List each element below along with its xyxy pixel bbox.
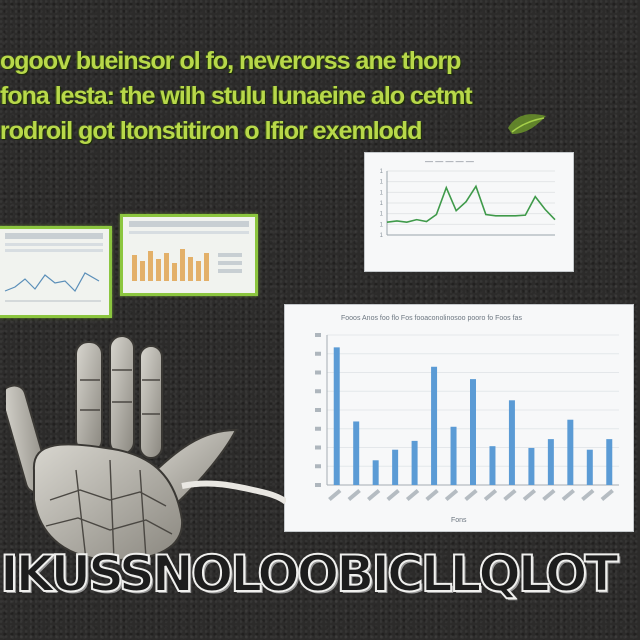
bar-ytick-mark [315,464,321,469]
bar-ytick-mark [315,483,321,487]
thumbnail-panel-2[interactable] [120,214,258,296]
line-ytick-label: 1 [380,190,384,196]
bar-ytick-mark [315,333,321,337]
bar [431,366,438,485]
bar-ytick-mark [315,389,321,394]
bar [333,347,340,485]
line-ytick-label: 1 [380,212,384,218]
line-ytick-label: 1 [380,169,384,175]
thumbnail-2-chart [132,249,242,281]
leaf-decoration [508,114,546,134]
bar-chart-xlabel: Fons [451,517,467,524]
bar [547,439,554,485]
bar-xtick-mark [522,488,537,502]
bar-xtick-mark [503,488,517,502]
bar-ytick-mark [315,426,321,431]
line-chart-title: — — — — — [425,157,474,166]
bar-xtick-mark [405,488,420,502]
bar-chart-panel: Fooos Anos foo flo Fos fooaconolinosoo p… [284,304,634,532]
bar-ytick-mark [315,351,321,356]
bar-xtick-mark [386,488,400,502]
thumbnail-1-chart [4,272,101,302]
bar [528,447,535,485]
line-chart-panel: — — — — — 1 1 1 1 1 1 1 [364,152,574,272]
bar-xtick-mark [483,488,498,502]
headline-line-3: rodroil got ltonstitiron o lfior exemlod… [0,117,422,145]
headline: ogoov bueinsor ol fo, neverorss ane thor… [0,44,560,149]
bar [508,400,515,485]
bar-ytick-mark [315,445,321,450]
bar-xtick-mark [464,488,478,502]
bar-xtick-mark [367,488,381,502]
bar [353,421,360,485]
thumbnail-panel-1[interactable] [0,226,112,318]
bar [470,379,476,485]
bar-xtick-mark [347,488,361,502]
bar [450,426,457,485]
bottom-banner-text: IKUSSNOLOOBICLLQLOT [0,544,620,604]
line-ytick-label: 1 [380,180,384,186]
bar [489,446,496,485]
bar [586,449,593,485]
bar-xtick-mark [561,488,575,502]
bar-chart-title: Fooos Anos foo flo Fos fooaconolinosoo p… [341,315,522,322]
bar [606,439,613,485]
bar-xtick-mark [425,488,439,502]
stone-hand-image [6,335,286,562]
bar-xtick-mark [600,488,614,502]
line-ytick-label: 1 [380,222,384,228]
bar-xtick-mark [328,488,342,502]
line-ytick-label: 1 [380,201,384,207]
bar-xtick-mark [444,488,459,502]
line-ytick-label: 1 [380,233,384,239]
bar [411,440,418,485]
headline-line-1: ogoov bueinsor ol fo, neverorss ane thor… [0,47,461,75]
bar-xtick-mark [542,488,556,502]
bar [372,460,379,485]
line-chart: 1 1 1 1 1 1 1 [380,169,556,239]
bar [567,419,574,485]
bar-chart [315,333,619,502]
line-series [386,184,556,224]
bar-ytick-mark [315,370,321,375]
bar-ytick-mark [315,408,321,412]
bar-xtick-mark [581,488,595,502]
bar [392,449,399,485]
headline-line-2: fona lesta: the wilh stulu lunaeine alo … [0,82,473,110]
